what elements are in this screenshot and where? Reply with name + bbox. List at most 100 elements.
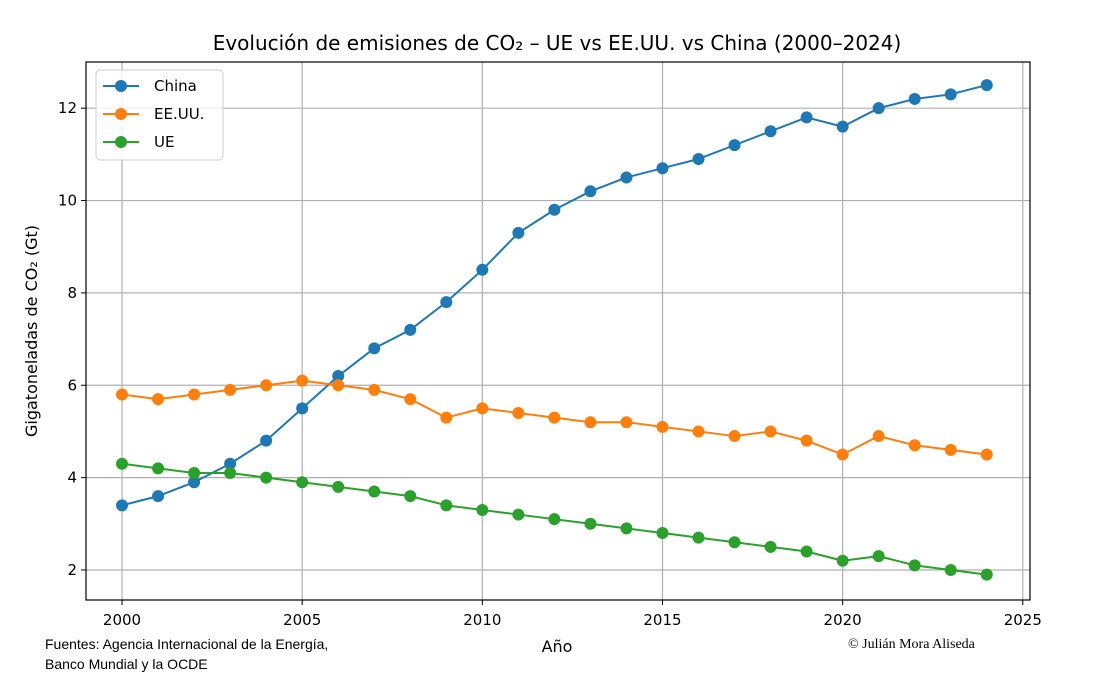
x-tick-label: 2010 xyxy=(463,611,501,629)
data-point xyxy=(188,476,201,489)
data-point xyxy=(368,342,381,355)
copyright-note: © Julián Mora Aliseda xyxy=(848,637,975,652)
legend-label: China xyxy=(154,77,197,95)
data-point xyxy=(692,152,705,165)
data-point xyxy=(224,467,237,480)
data-point xyxy=(980,568,993,581)
data-point xyxy=(800,545,813,558)
x-tick-label: 2000 xyxy=(103,611,141,629)
data-point xyxy=(116,457,129,470)
data-point xyxy=(404,490,417,503)
data-point xyxy=(152,490,165,503)
data-point xyxy=(332,379,345,392)
data-point xyxy=(116,388,129,401)
data-point xyxy=(764,425,777,438)
x-tick-label: 2020 xyxy=(824,611,862,629)
data-point xyxy=(620,171,633,184)
data-point xyxy=(908,92,921,105)
x-tick-label: 2015 xyxy=(643,611,681,629)
plot-frame xyxy=(85,61,1031,601)
data-point xyxy=(224,383,237,396)
data-point xyxy=(980,448,993,461)
legend-item: China xyxy=(103,77,197,95)
data-point xyxy=(368,485,381,498)
data-point xyxy=(944,563,957,576)
data-point xyxy=(584,185,597,198)
source-line-2: Banco Mundial y la OCDE xyxy=(45,656,208,672)
data-point xyxy=(728,139,741,152)
data-point xyxy=(584,416,597,429)
data-series xyxy=(116,79,993,581)
data-point xyxy=(440,411,453,424)
data-point xyxy=(836,554,849,567)
source-line-1: Fuentes: Agencia Internacional de la Ene… xyxy=(45,636,329,652)
data-point xyxy=(188,388,201,401)
data-point xyxy=(656,420,669,433)
data-point xyxy=(296,476,309,489)
data-point xyxy=(152,393,165,406)
series-1 xyxy=(116,374,993,461)
data-point xyxy=(980,79,993,92)
data-point xyxy=(764,540,777,553)
data-point xyxy=(332,480,345,493)
data-point xyxy=(476,503,489,516)
data-point xyxy=(620,522,633,535)
data-point xyxy=(764,125,777,138)
x-tick-label: 2005 xyxy=(283,611,321,629)
series-2 xyxy=(116,457,993,581)
legend-label: UE xyxy=(154,133,174,151)
data-point xyxy=(548,411,561,424)
y-tick-label: 6 xyxy=(67,376,77,394)
y-axis-label: Gigatoneladas de CO₂ (Gt) xyxy=(22,225,41,437)
series-0 xyxy=(116,79,993,512)
data-point xyxy=(476,402,489,415)
data-point xyxy=(116,499,129,512)
x-axis-label: Año xyxy=(542,637,573,656)
x-tick-label: 2025 xyxy=(1004,611,1042,629)
data-point xyxy=(404,323,417,336)
data-point xyxy=(944,443,957,456)
data-point xyxy=(728,430,741,443)
grid-lines xyxy=(86,62,1030,600)
y-tick-label: 8 xyxy=(67,284,77,302)
data-point xyxy=(872,550,885,563)
data-point xyxy=(260,471,273,484)
data-point xyxy=(584,517,597,530)
data-point xyxy=(908,439,921,452)
data-point xyxy=(548,203,561,216)
legend-box xyxy=(95,69,224,161)
legend-marker xyxy=(115,80,127,92)
data-point xyxy=(260,379,273,392)
chart-title: Evolución de emisiones de CO₂ – UE vs EE… xyxy=(213,31,902,55)
data-point xyxy=(440,499,453,512)
data-point xyxy=(944,88,957,101)
data-point xyxy=(692,425,705,438)
data-point xyxy=(908,559,921,572)
data-point xyxy=(188,467,201,480)
data-point xyxy=(404,393,417,406)
data-point xyxy=(512,508,525,521)
data-point xyxy=(872,102,885,115)
data-point xyxy=(260,434,273,447)
data-point xyxy=(152,462,165,475)
data-point xyxy=(620,416,633,429)
data-point xyxy=(836,448,849,461)
data-point xyxy=(692,531,705,544)
data-point xyxy=(476,263,489,276)
legend-item: EE.UU. xyxy=(103,105,204,123)
plot-axes: 2000 2005 2010 2015 2020 2025 2 4 6 8 10 12 xyxy=(58,61,1042,629)
data-point xyxy=(512,226,525,239)
legend-label: EE.UU. xyxy=(154,105,204,123)
data-point xyxy=(872,430,885,443)
data-point xyxy=(800,111,813,124)
y-tick-label: 4 xyxy=(67,469,77,487)
data-point xyxy=(224,457,237,470)
legend-item: UE xyxy=(103,133,174,151)
data-point xyxy=(440,296,453,309)
y-tick-label: 10 xyxy=(58,192,77,210)
data-point xyxy=(836,120,849,133)
data-point xyxy=(800,434,813,447)
series-line xyxy=(121,84,988,507)
data-point xyxy=(728,536,741,549)
